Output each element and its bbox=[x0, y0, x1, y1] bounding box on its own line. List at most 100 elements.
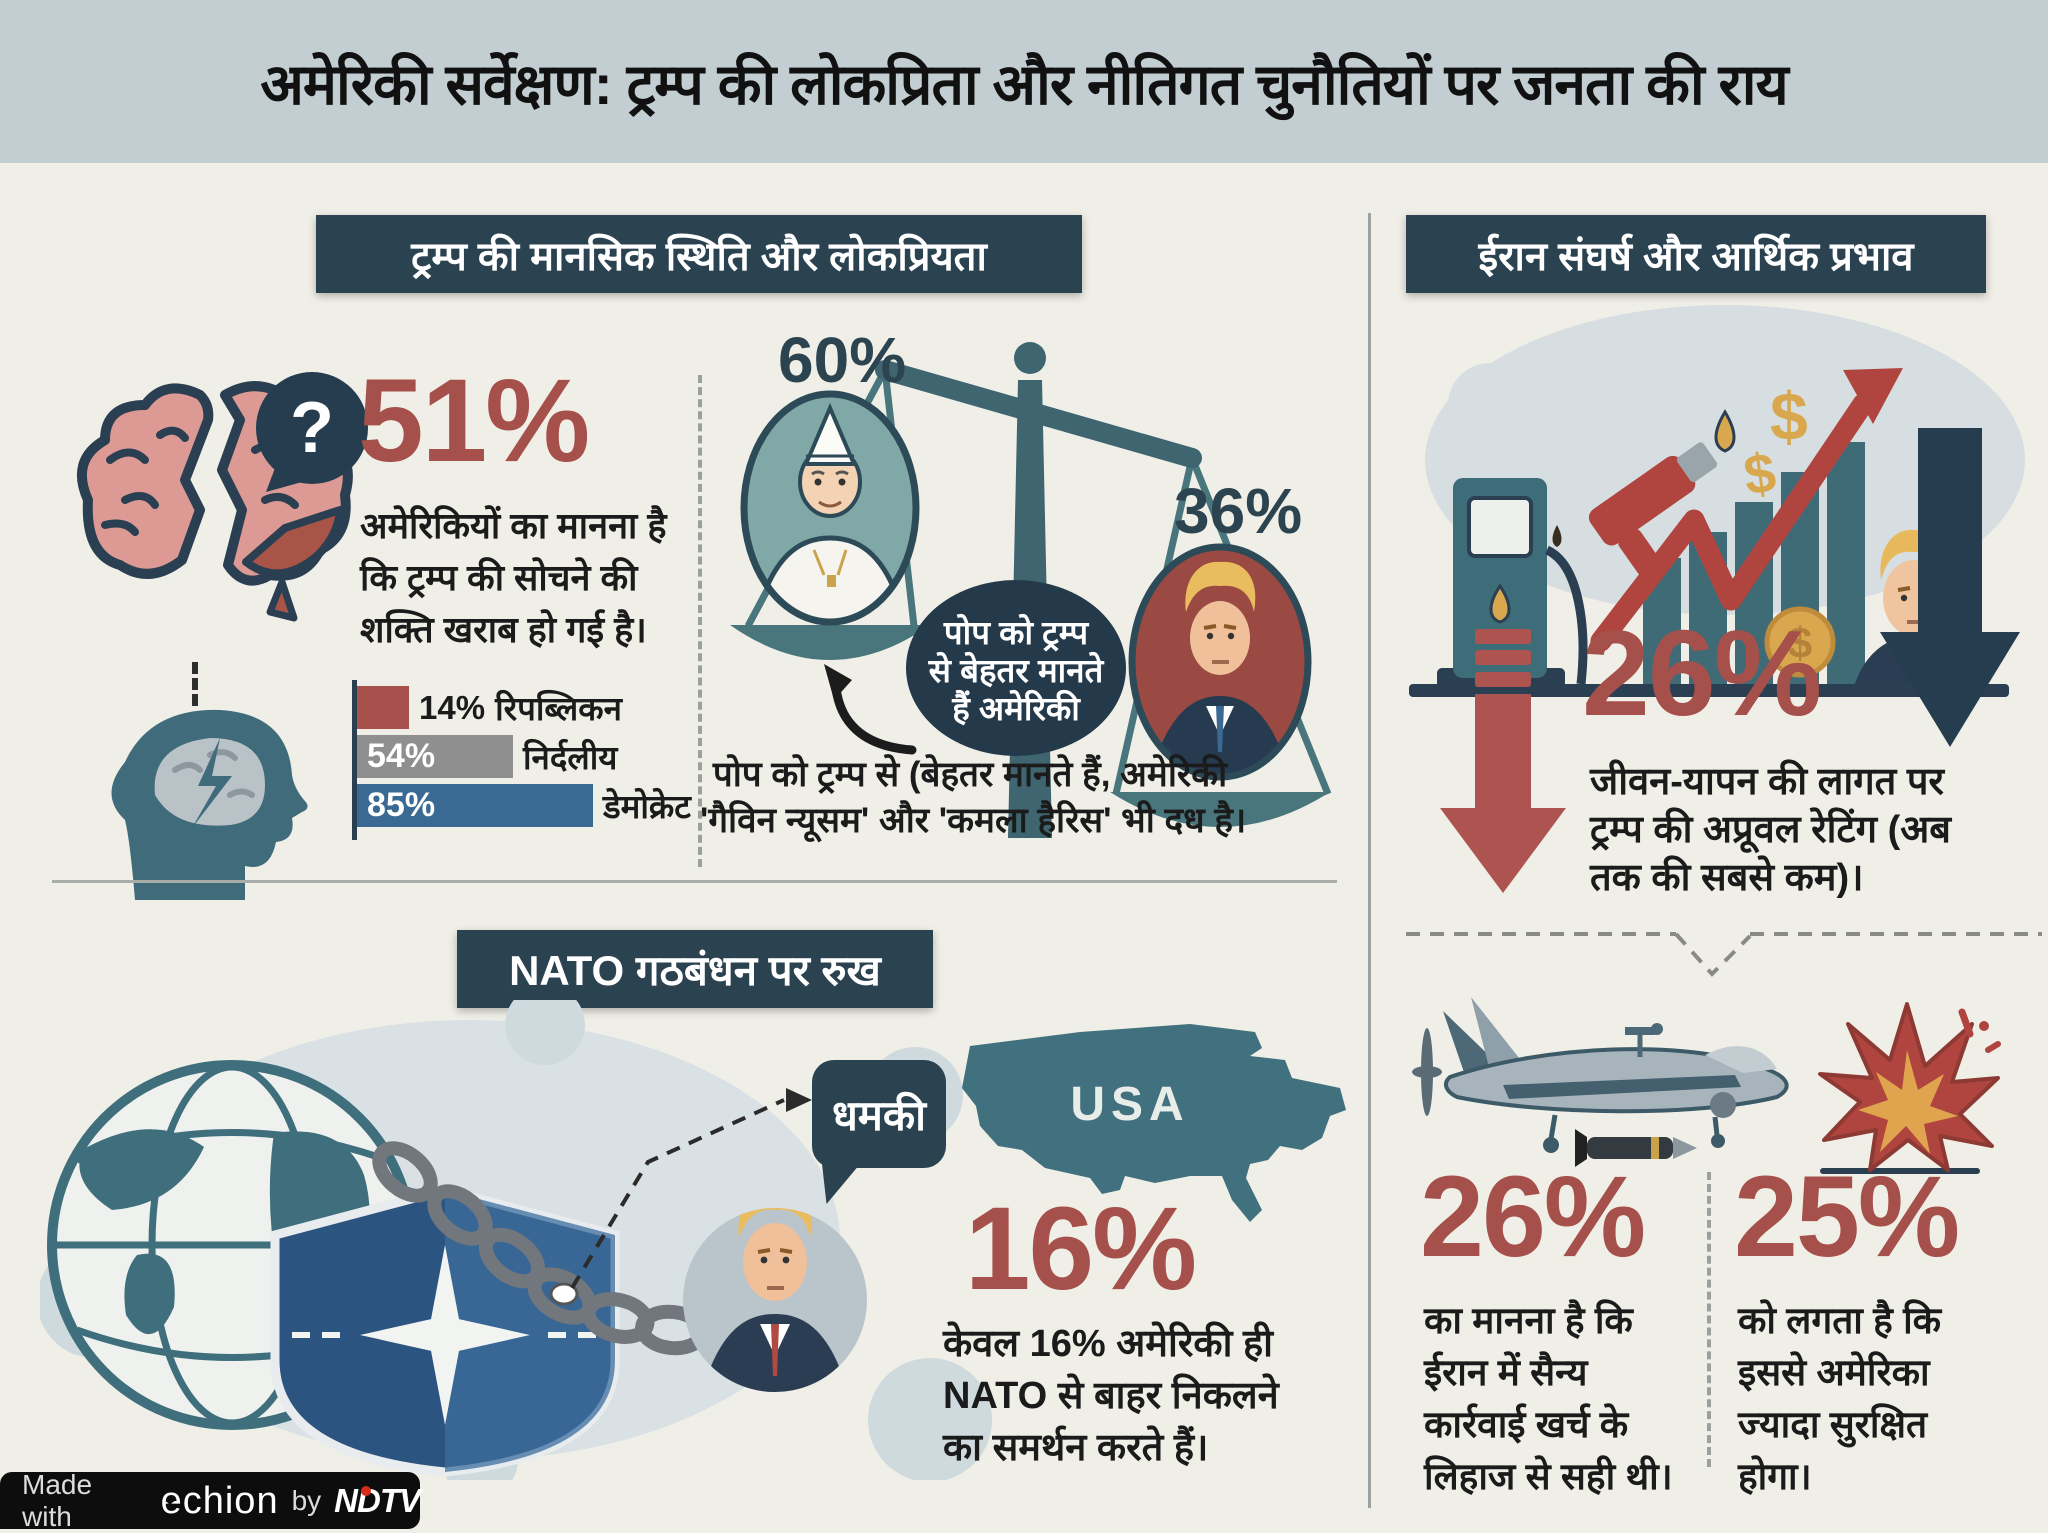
chart-axis bbox=[352, 680, 357, 840]
bar-republican-label: रिपब्लिकन bbox=[495, 690, 622, 727]
bar-republican-value: 14% bbox=[419, 688, 486, 726]
question-mark-icon: ? bbox=[290, 388, 334, 468]
question-bubble bbox=[256, 372, 368, 484]
dashed-arrow-line bbox=[570, 1098, 785, 1290]
safer-line-3: ज्यादा सुरक्षित bbox=[1738, 1404, 1928, 1445]
stat-51-line-1: अमेरिकियों का मानना है bbox=[360, 505, 667, 546]
page-title: अमेरिकी सर्वेक्षण: ट्रम्प की लोकप्रिता औ… bbox=[260, 52, 1788, 117]
chain-icon bbox=[372, 1141, 709, 1356]
section-nato-header-label: NATO गठबंधन पर रुख bbox=[509, 946, 881, 994]
party-bar-chart: 14% रिपब्लिकन 54% निर्दलीय 85% डेमोक्रेट bbox=[352, 680, 691, 840]
stat-16-line-3: का समर्थन करते हैं। bbox=[943, 1427, 1209, 1469]
dashed-arrow-head-icon bbox=[786, 1088, 812, 1112]
brain-head-connector bbox=[192, 662, 198, 706]
section-iran-header: ईरान संघर्ष और आर्थिक प्रभाव bbox=[1406, 215, 1986, 293]
scale-left-pan bbox=[730, 625, 930, 660]
chain-highlight-dot bbox=[549, 1282, 579, 1306]
iran-stats-divider bbox=[1707, 1172, 1711, 1467]
pope-portrait bbox=[740, 390, 920, 626]
approval-line-1: जीवन-यापन की लागत पर bbox=[1590, 761, 1944, 803]
scale-caption-line-1: पोप को ट्रम्प से (बेहतर मानते हैं, अमेरि… bbox=[712, 755, 1228, 794]
sparkle-icon: ✦ bbox=[163, 1493, 178, 1511]
scale-caption: पोप को ट्रम्प से (बेहतर मानते हैं, अमेरि… bbox=[700, 752, 1247, 844]
credit-prefix: Made with bbox=[22, 1468, 93, 1532]
military-line-2: ईरान में सैन्य bbox=[1424, 1352, 1588, 1393]
stat-26-approval-value: 26% bbox=[1582, 605, 1822, 741]
stat-25-value: 25% bbox=[1734, 1153, 1960, 1281]
mental-inner-divider bbox=[698, 375, 702, 867]
bar-independent-value: 54% bbox=[367, 737, 436, 775]
arrow-to-pope-icon bbox=[824, 664, 852, 700]
dollar-big-icon: $ bbox=[1770, 379, 1808, 455]
ndtv-logo: NDTV bbox=[334, 1481, 421, 1520]
red-down-arrow-icon bbox=[1440, 629, 1566, 893]
trump-bust-icon bbox=[1853, 529, 1975, 690]
trump-percent-label: 36% bbox=[1174, 475, 1302, 547]
military-line-1: का मानना है कि bbox=[1424, 1300, 1633, 1341]
title-band: अमेरिकी सर्वेक्षण: ट्रम्प की लोकप्रिता औ… bbox=[0, 0, 2048, 163]
left-section-divider bbox=[52, 880, 1337, 883]
bar-row-independent: 54% निर्दलीय bbox=[357, 735, 691, 778]
bar-independent-label: निर्दलीय bbox=[523, 739, 618, 776]
stat-25-desc: को लगता है कि इससे अमेरिका ज्यादा सुरक्ष… bbox=[1738, 1295, 1941, 1503]
gas-pump-icon bbox=[1437, 478, 1588, 688]
scale-bubble bbox=[906, 580, 1126, 756]
echion-logo-text: echion bbox=[160, 1479, 279, 1522]
echion-logo: echion ✦ bbox=[161, 1482, 279, 1520]
scale-beam bbox=[875, 360, 1202, 468]
ndtv-red-dot bbox=[361, 1485, 372, 1496]
bar-republican bbox=[357, 686, 409, 729]
bar-independent: 54% bbox=[357, 735, 513, 778]
bar-row-republican: 14% रिपब्लिकन bbox=[357, 686, 691, 729]
safer-line-2: इससे अमेरिका bbox=[1738, 1352, 1930, 1393]
column-divider bbox=[1368, 213, 1371, 1508]
military-line-3: कार्रवाई खर्च के bbox=[1424, 1404, 1629, 1445]
nato-shield-icon bbox=[270, 1185, 620, 1477]
navy-down-arrow-icon bbox=[1880, 428, 2020, 747]
bar-democrat: 85% bbox=[357, 784, 593, 827]
threat-bubble-label: धमकी bbox=[831, 1091, 927, 1139]
bar-democrat-label: डेमोक्रेट bbox=[603, 788, 691, 825]
dollar-small-icon: $ bbox=[1740, 440, 1780, 507]
safer-line-4: होगा। bbox=[1738, 1456, 1812, 1497]
section-mental-header-label: ट्रम्प की मानसिक स्थिति और लोकप्रियता bbox=[411, 234, 987, 279]
scale-bubble-line-1: पोप को ट्रम्प bbox=[943, 613, 1089, 652]
pope-percent-label: 60% bbox=[778, 324, 906, 396]
bar-democrat-value: 85% bbox=[367, 786, 436, 824]
stat-51-line-3: शक्ति खराब हो गई है। bbox=[360, 609, 647, 650]
stat-26-approval-desc: जीवन-यापन की लागत पर ट्रम्प की अप्रूवल र… bbox=[1590, 758, 1951, 902]
scale-bubble-line-3: हैं अमेरिकी bbox=[951, 689, 1081, 727]
dashed-connector bbox=[1406, 932, 2042, 977]
stat-16-line-1: केवल 16% अमेरिकी ही bbox=[943, 1323, 1273, 1365]
scale-caption-line-2: 'गैविन न्यूसम' और 'कमला हैरिस' भी दध है। bbox=[700, 801, 1247, 840]
credit-by: by bbox=[291, 1484, 322, 1516]
approval-line-2: ट्रम्प की अप्रूवल रेटिंग (अब bbox=[1590, 809, 1951, 851]
head-lightning-icon bbox=[111, 709, 308, 900]
section-nato-header: NATO गठबंधन पर रुख bbox=[457, 930, 933, 1008]
stat-16-line-2: NATO से बाहर निकलने bbox=[943, 1375, 1279, 1417]
usa-map-label: USA bbox=[1070, 1078, 1189, 1131]
section-mental-header: ट्रम्प की मानसिक स्थिति और लोकप्रियता bbox=[316, 215, 1082, 293]
ndtv-logo-text: NDTV bbox=[334, 1481, 421, 1519]
threat-bubble-tail bbox=[822, 1164, 860, 1204]
approval-line-3: तक की सबसे कम)। bbox=[1590, 857, 1864, 899]
stat-16-desc: केवल 16% अमेरिकी ही NATO से बाहर निकलने … bbox=[943, 1318, 1279, 1474]
stat-26-military-value: 26% bbox=[1420, 1153, 1646, 1281]
globe-icon bbox=[47, 1060, 417, 1430]
military-line-4: लिहाज से सही थी। bbox=[1424, 1456, 1673, 1497]
scale-bubble-line-2: से बेहतर मानते bbox=[928, 651, 1105, 689]
bar-row-democrat: 85% डेमोक्रेट bbox=[357, 784, 691, 827]
threat-bubble: धमकी bbox=[812, 1060, 946, 1168]
stat-26-military-desc: का मानना है कि ईरान में सैन्य कार्रवाई ख… bbox=[1424, 1295, 1673, 1503]
stat-51-value: 51% bbox=[358, 355, 590, 487]
safer-line-1: को लगता है कि bbox=[1738, 1300, 1942, 1341]
stat-51-line-2: कि ट्रम्प की सोचने की bbox=[360, 557, 638, 598]
trump-portrait-nato bbox=[683, 1208, 867, 1392]
trump-portrait-scale bbox=[1128, 543, 1312, 781]
oil-drop-icon bbox=[1714, 409, 1736, 453]
fuel-nozzle-icon bbox=[1588, 442, 1718, 579]
credit-badge: Made with echion ✦ by NDTV bbox=[0, 1469, 421, 1532]
cracked-brain-icon: ? bbox=[76, 372, 368, 622]
stat-16-value: 16% bbox=[964, 1183, 1197, 1315]
section-iran-header-label: ईरान संघर्ष और आर्थिक प्रभाव bbox=[1478, 234, 1914, 279]
